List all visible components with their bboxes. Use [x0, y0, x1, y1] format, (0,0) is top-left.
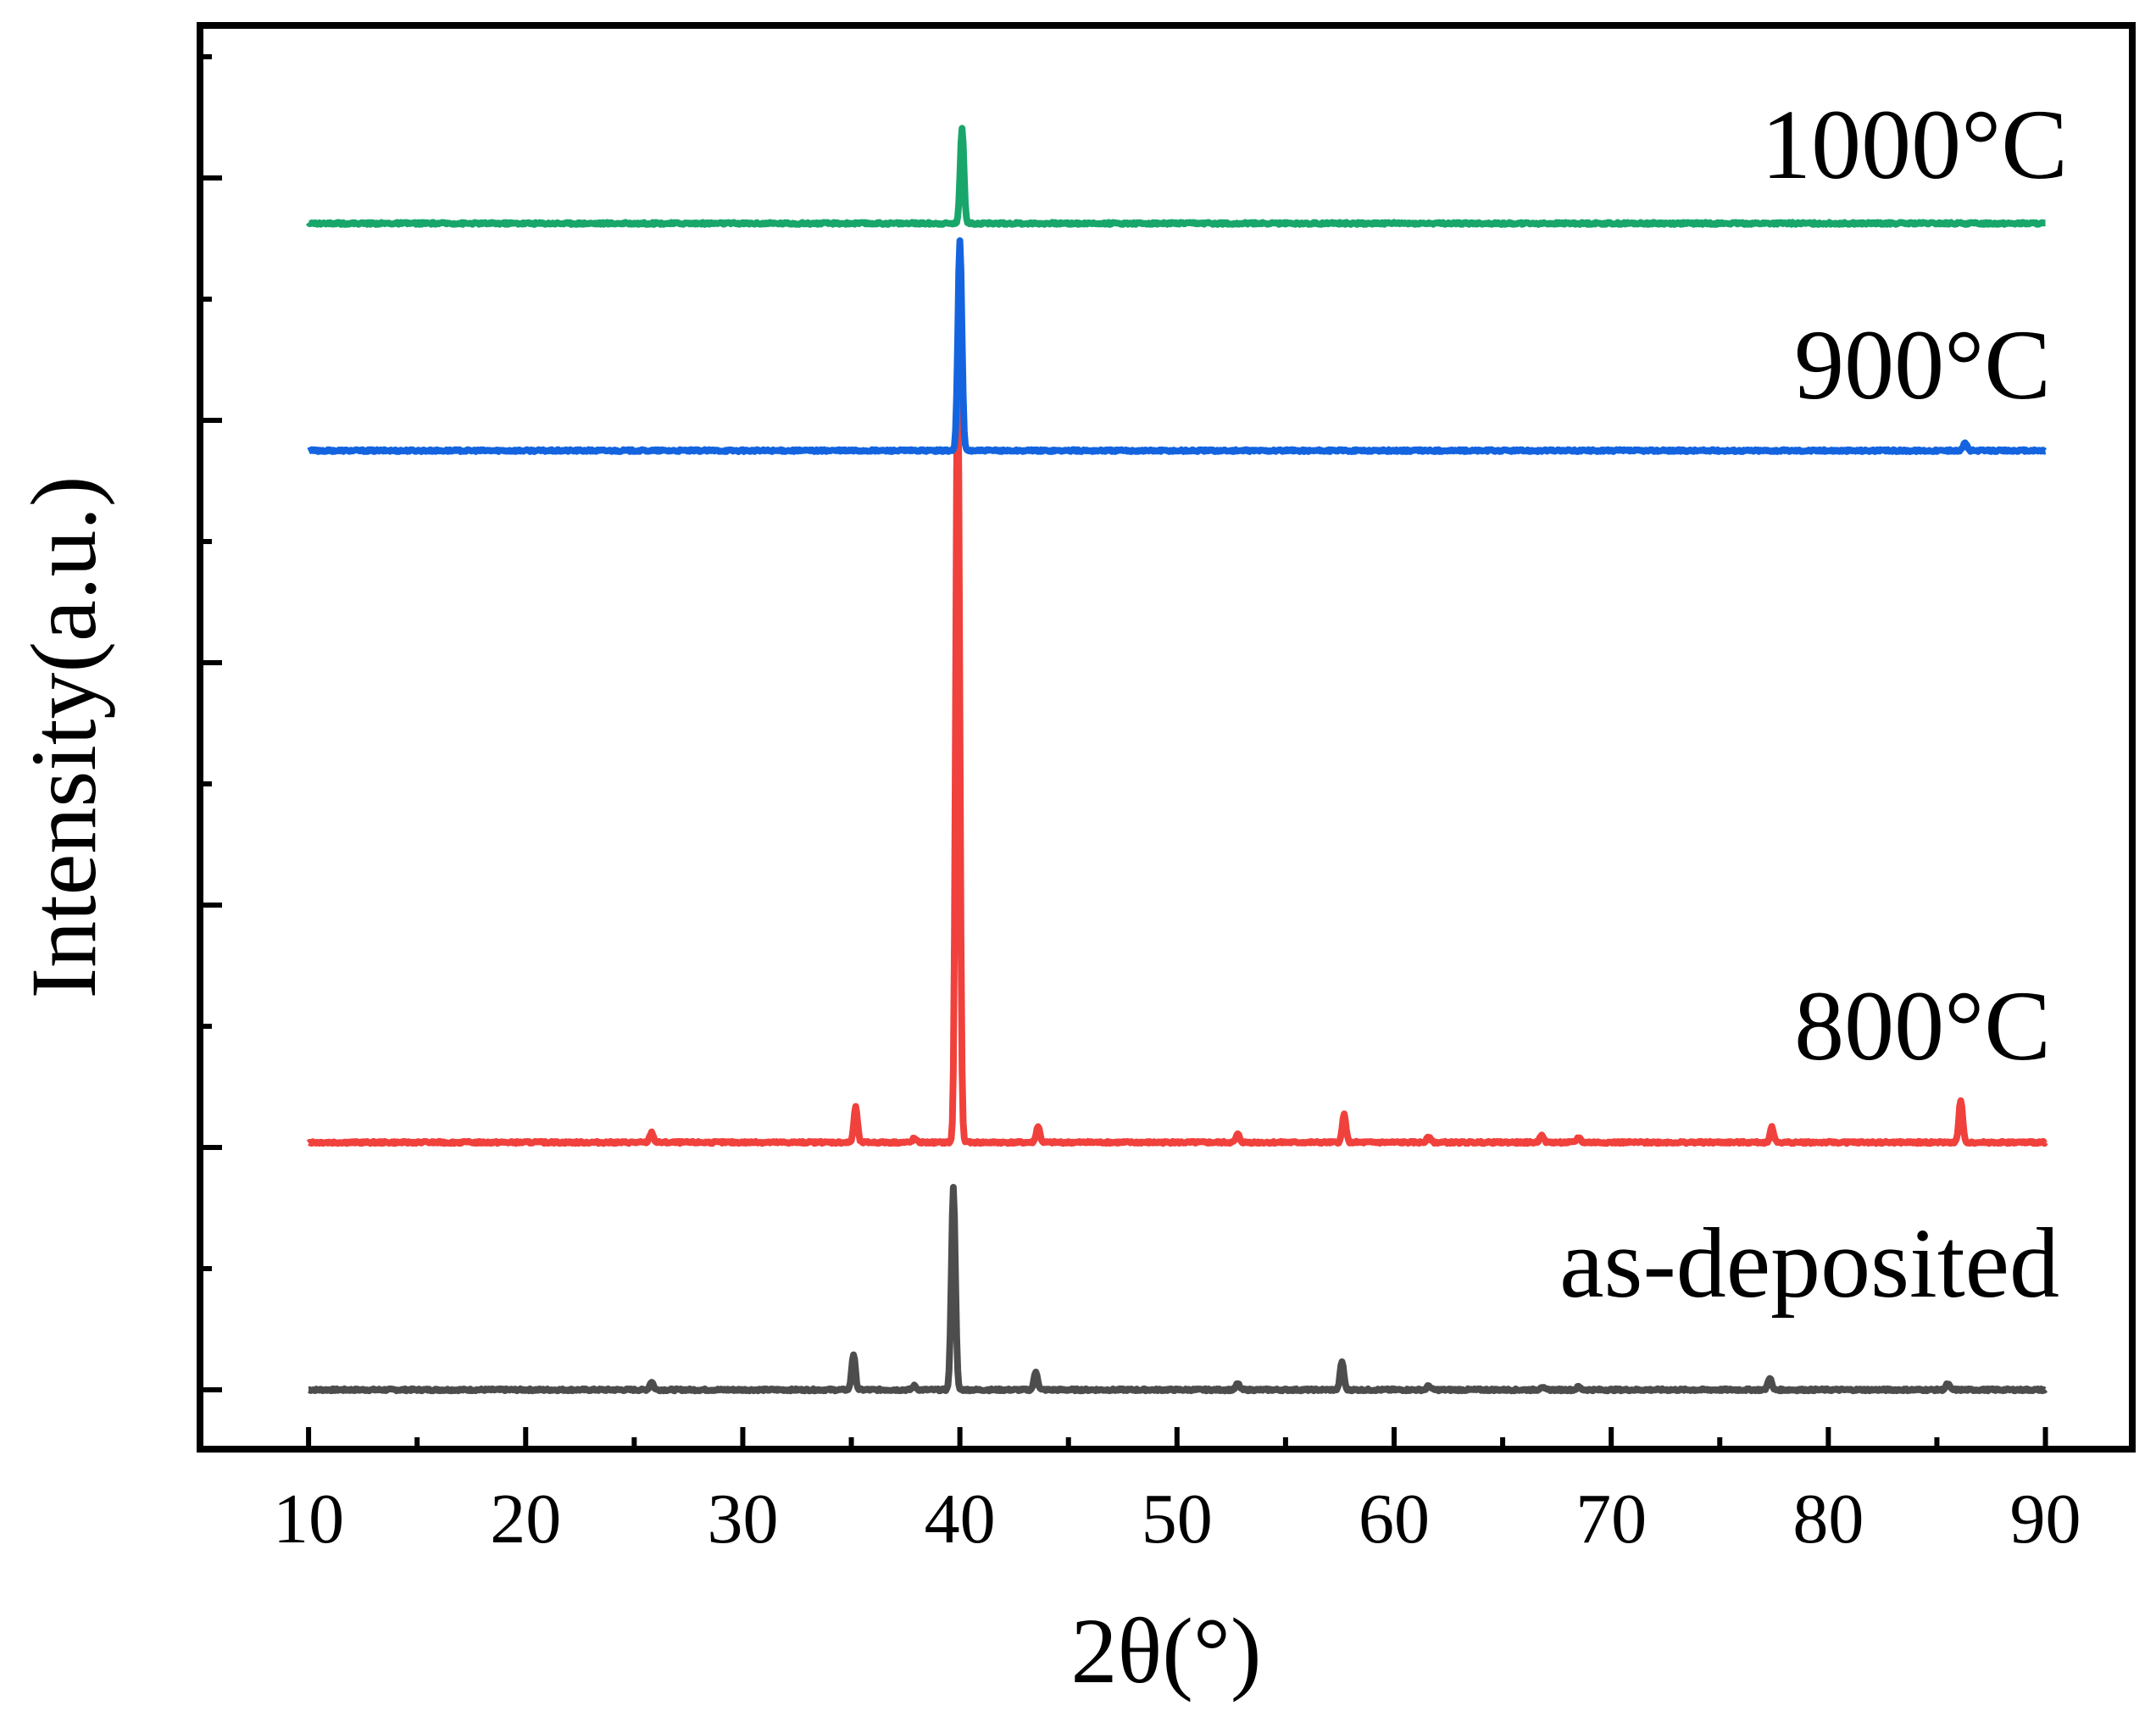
x-tick-label: 50	[1142, 1480, 1213, 1558]
x-axis-title: 2θ(°)	[1071, 1599, 1262, 1703]
series-line-900-c	[306, 237, 2048, 455]
plot-frame	[197, 22, 2136, 1453]
series-label-800-c: 800°C	[1794, 970, 2051, 1081]
y-axis-ticks	[200, 54, 222, 1392]
x-tick-label: 10	[273, 1480, 344, 1558]
x-tick-label: 20	[490, 1480, 561, 1558]
x-tick-label: 90	[2010, 1480, 2081, 1558]
series-label-900-c: 900°C	[1794, 309, 2051, 420]
x-tick-label: 30	[707, 1480, 778, 1558]
series-label-layer: as-deposited 800°C 900°C 1000°C	[1559, 89, 2068, 1319]
x-tick-label: 60	[1359, 1480, 1430, 1558]
x-axis-ticks: 10 20 30 40 50 60 70 80 90	[273, 1427, 2081, 1558]
x-tick-label: 40	[925, 1480, 996, 1558]
series-label-as-deposited: as-deposited	[1559, 1208, 2059, 1319]
series-line-1000-c	[305, 125, 2048, 228]
x-tick-label: 80	[1792, 1480, 1864, 1558]
series-line-as-deposited	[306, 1184, 2048, 1395]
series-line-800-c	[306, 361, 2048, 1147]
y-axis-title: Intensity(a.u.)	[12, 475, 115, 998]
series-layer	[305, 125, 2048, 1395]
series-label-1000-c: 1000°C	[1761, 89, 2068, 200]
x-tick-label: 70	[1575, 1480, 1647, 1558]
